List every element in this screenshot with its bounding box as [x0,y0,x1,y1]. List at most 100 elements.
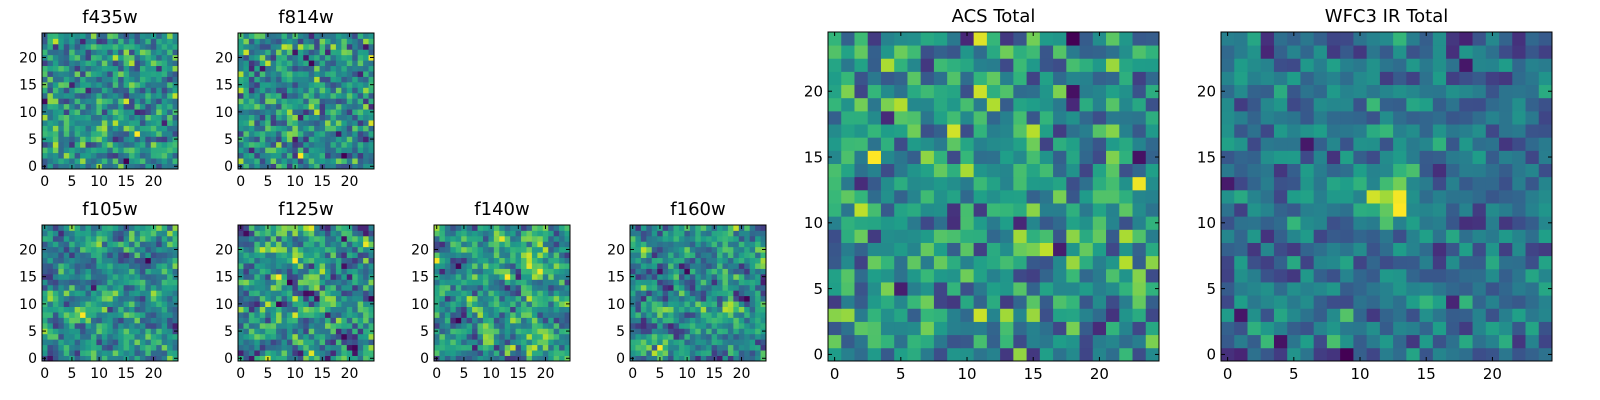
heatmap-cell [357,125,364,132]
heatmap-cell [733,290,740,297]
heatmap-cell [755,235,761,242]
heatmap-cell [156,306,163,313]
heatmap-cell [1119,176,1133,191]
heatmap-cell [717,263,723,269]
heatmap-cell [1145,137,1160,151]
heatmap-cell [243,38,250,45]
heatmap-cell [303,130,310,137]
heatmap-cell [129,306,135,313]
heatmap-cell [960,203,975,217]
heatmap-cell [1234,203,1248,217]
heatmap-cell [537,301,544,307]
heatmap-cell [510,246,516,253]
heatmap-cell [894,58,908,72]
heatmap-cell [499,317,506,324]
heatmap-cell [744,268,751,275]
heatmap-cell [112,54,119,61]
heatmap-cell [733,322,740,329]
heatmap-cell [1013,216,1027,230]
heatmap-cell [167,306,173,313]
heatmap-cell [1366,308,1381,322]
heatmap-cell [123,322,130,329]
heatmap-cell [706,257,712,264]
x-tick-label: 5 [896,365,906,383]
heatmap-cell [314,241,320,248]
heatmap-cell [1000,189,1014,204]
heatmap-cell [243,136,250,143]
heatmap-cell [58,350,65,356]
heatmap-cell [74,257,81,264]
heatmap-cell [1092,124,1107,138]
heatmap-cell [749,322,756,329]
heatmap-cell [286,163,293,170]
heatmap-cell [1119,321,1133,336]
heatmap-cell [542,350,549,356]
heatmap-cell [129,152,135,159]
heatmap-cell [1366,282,1381,296]
heatmap-cell [439,263,446,269]
heatmap-cell [352,257,359,264]
heatmap-cell [880,137,895,151]
heatmap-cell [297,322,304,329]
heatmap-cell [286,279,293,286]
heatmap-cell [537,290,544,297]
heatmap-cell [134,60,141,67]
heatmap-cell [700,290,707,297]
heatmap-cell [107,49,114,56]
heatmap-cell [292,38,299,45]
heatmap-cell [1525,203,1540,217]
heatmap-cell [139,350,146,356]
heatmap-cell [657,235,664,242]
heatmap-cell [1026,32,1041,46]
heatmap-cell [455,263,462,269]
heatmap-cell [281,92,288,99]
heatmap-cell [363,328,369,335]
heatmap-cell [515,241,522,248]
heatmap-cell [973,216,988,230]
heatmap-cell [325,235,331,242]
heatmap-cell [368,71,375,77]
heatmap-cell [363,120,369,126]
heatmap-cell [259,241,266,248]
heatmap-cell [711,263,718,269]
heatmap-cell [640,241,647,248]
heatmap-cell [537,355,544,362]
heatmap-cell [248,279,255,286]
heatmap-cell [74,81,81,88]
heatmap-cell [297,295,304,302]
heatmap-cell [134,152,141,159]
heatmap-cell [854,203,869,217]
heatmap-cell [346,141,353,148]
heatmap-cell [58,263,65,269]
heatmap-cell [352,54,359,61]
heatmap-cell [733,225,740,231]
heatmap-cell [254,130,261,137]
heatmap-cell [270,225,277,231]
heatmap-cell [640,333,647,340]
heatmap-cell [129,120,135,126]
heatmap-cell [630,235,636,242]
heatmap-cell [134,98,141,105]
heatmap-cell [341,120,348,126]
heatmap-cell [118,76,124,83]
heatmap-cell [80,87,86,94]
heatmap-cell [744,317,751,324]
heatmap-cell [947,216,961,230]
heatmap-cell [52,92,59,99]
heatmap-cell [755,317,761,324]
heatmap-cell [107,33,114,39]
heatmap-cell [548,268,555,275]
heatmap-cell [292,87,299,94]
heatmap-cell [139,54,146,61]
heatmap-cell [986,110,1001,125]
heatmap-cell [531,241,538,248]
heatmap-cell [90,136,97,143]
heatmap-cell [542,339,549,346]
heatmap-cell [341,333,348,340]
heatmap-cell [134,225,141,231]
heatmap-cell [488,279,495,286]
y-tick-label: 10 [19,105,37,121]
heatmap-cell [1485,295,1500,309]
heatmap-cell [450,235,457,242]
heatmap-cell [521,344,527,351]
